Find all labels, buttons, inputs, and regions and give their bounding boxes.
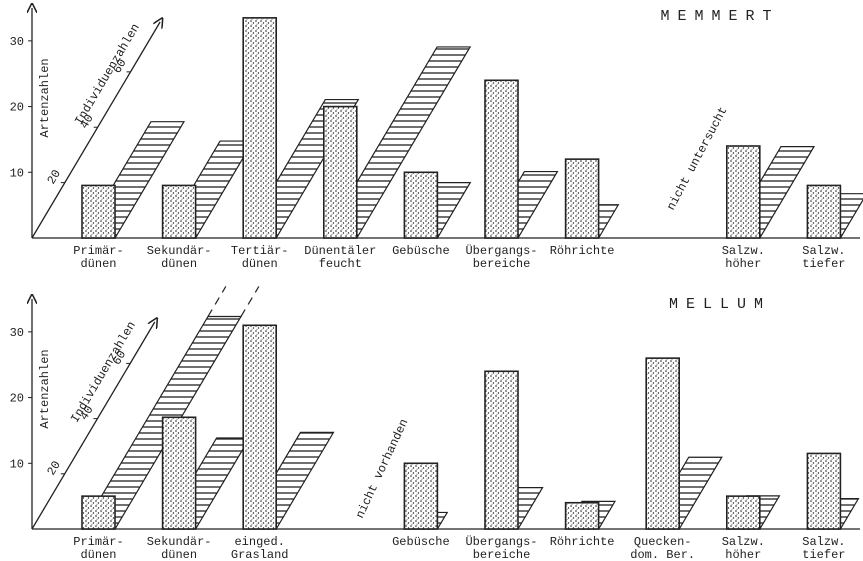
y2-tick-label: 40 — [77, 403, 96, 423]
panel-title: MEMMERT — [660, 8, 779, 25]
category-label: Primär-dünen — [73, 535, 123, 561]
category-label: Salzw. tiefer — [802, 244, 845, 271]
y-tick-label: 30 — [10, 326, 24, 340]
continuation-dash — [240, 286, 260, 317]
y-tick-label: 20 — [10, 101, 24, 115]
arten-bar — [725, 145, 761, 239]
category-label: Salzw. tiefer — [802, 535, 845, 561]
arten-bar — [403, 462, 439, 530]
y-tick-label: 10 — [10, 166, 24, 180]
arten-bar — [81, 495, 116, 530]
category-label: Tertiär-dünen — [231, 244, 289, 271]
panel-title: MELLUM — [669, 296, 771, 313]
y-tick-label: 30 — [10, 35, 24, 49]
arten-bar — [484, 79, 519, 239]
y2-tick-label: 40 — [77, 112, 96, 132]
category-label: Primär-dünen — [73, 244, 123, 271]
arten-bar — [81, 184, 116, 239]
arten-bar — [242, 17, 277, 239]
y2-tick-label: 20 — [45, 167, 64, 187]
category-label: Übergangs-bereiche — [465, 535, 537, 561]
arten-bar — [725, 495, 761, 530]
arten-bar — [161, 184, 197, 239]
annotation: nicht vorhanden — [353, 417, 411, 521]
category-label: Salzw. höher — [722, 244, 765, 271]
arten-bar — [403, 171, 439, 239]
y-axis-title: Artenzahlen — [38, 58, 52, 137]
continuation-dash — [207, 286, 227, 317]
arten-bar — [161, 416, 197, 530]
arten-bar — [322, 105, 358, 239]
arten-bar — [645, 357, 681, 530]
category-label: Röhrichte — [550, 535, 615, 549]
category-label: Gebüsche — [392, 535, 450, 549]
arten-bar — [564, 501, 600, 530]
arten-bar — [242, 324, 277, 530]
y-tick-label: 10 — [10, 457, 24, 471]
y-axis-title: Artenzahlen — [38, 349, 52, 428]
annotation: nicht untersucht — [664, 104, 730, 212]
diagonal-axis — [31, 322, 155, 530]
category-label: Sekundär-dünen — [147, 244, 212, 271]
category-label: einged. Grasland — [231, 535, 289, 561]
y2-tick-label: 60 — [110, 348, 129, 368]
arten-bar — [806, 452, 842, 530]
diagonal-axis — [31, 22, 160, 239]
arten-bar — [806, 184, 842, 239]
category-label: Röhrichte — [550, 244, 615, 258]
y-tick-label: 20 — [10, 392, 24, 406]
y2-tick-label: 60 — [110, 57, 129, 77]
category-label: Quecken-dom. Ber. — [630, 535, 695, 561]
category-label: Gebüsche — [392, 244, 450, 258]
arten-bar — [484, 370, 519, 530]
arten-bar — [564, 158, 600, 239]
category-label: Sekundär-dünen — [147, 535, 212, 561]
category-label: Übergangs-bereiche — [465, 244, 537, 271]
category-label: Dünentäler feucht — [304, 244, 376, 271]
y2-tick-label: 20 — [44, 459, 63, 479]
category-label: Salzw. höher — [722, 535, 765, 561]
